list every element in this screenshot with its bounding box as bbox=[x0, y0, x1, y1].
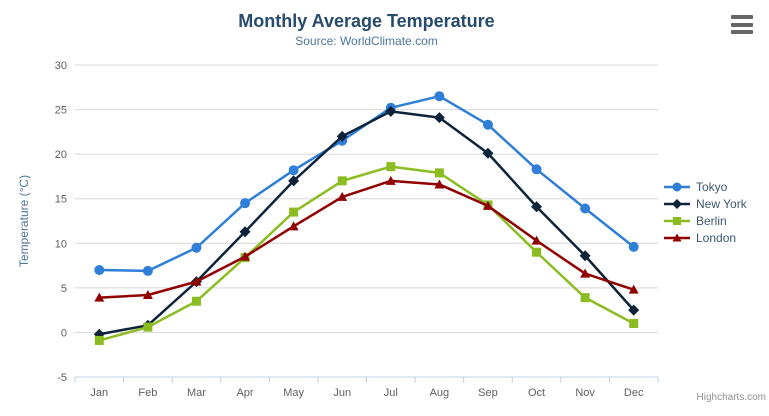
series-line bbox=[98, 94, 635, 273]
x-axis-label: Sep bbox=[478, 387, 498, 399]
series-london[interactable] bbox=[94, 175, 639, 302]
legend-label: London bbox=[696, 230, 737, 245]
data-point-marker-triangle[interactable] bbox=[531, 235, 542, 245]
y-axis-label: -5 bbox=[57, 372, 67, 384]
chart-subtitle: Source: WorldClimate.com bbox=[295, 34, 438, 48]
data-point-marker-triangle[interactable] bbox=[288, 221, 299, 231]
data-point-marker-triangle[interactable] bbox=[672, 233, 682, 241]
data-point-marker-square[interactable] bbox=[289, 207, 299, 217]
data-point-marker-triangle[interactable] bbox=[94, 292, 105, 302]
data-point-marker-square[interactable] bbox=[580, 293, 590, 303]
data-point-marker-square[interactable] bbox=[94, 335, 104, 345]
series-line bbox=[98, 179, 635, 299]
data-point-marker-circle[interactable] bbox=[142, 265, 153, 276]
x-axis-label: May bbox=[283, 387, 304, 399]
diamond-legend-marker-icon bbox=[664, 198, 690, 209]
data-point-marker-triangle[interactable] bbox=[482, 200, 493, 210]
legend: Tokyo New York Berlin London bbox=[663, 178, 747, 246]
data-point-marker-circle[interactable] bbox=[531, 164, 542, 175]
hamburger-bar bbox=[731, 15, 753, 19]
data-point-marker-diamond[interactable] bbox=[628, 304, 640, 316]
data-point-marker-square[interactable] bbox=[143, 322, 153, 332]
data-point-marker-square[interactable] bbox=[191, 296, 201, 306]
data-point-marker-diamond[interactable] bbox=[433, 112, 445, 124]
y-axis-title: Temperature (°C) bbox=[17, 174, 31, 268]
circle-legend-marker-icon bbox=[664, 182, 690, 191]
series-new-york[interactable] bbox=[93, 105, 640, 340]
data-point-marker-triangle[interactable] bbox=[580, 268, 591, 278]
legend-item-new-york[interactable]: New York bbox=[663, 195, 747, 212]
hamburger-menu-icon[interactable] bbox=[731, 15, 753, 34]
data-point-marker-diamond[interactable] bbox=[482, 147, 494, 159]
y-axis-label: 15 bbox=[55, 194, 67, 206]
x-axis-label: Jan bbox=[90, 387, 108, 399]
y-axis-label: 5 bbox=[61, 283, 67, 295]
legend-item-tokyo[interactable]: Tokyo bbox=[663, 178, 747, 195]
legend-label: Tokyo bbox=[696, 179, 728, 194]
data-point-marker-diamond[interactable] bbox=[531, 201, 543, 213]
data-point-marker-square[interactable] bbox=[337, 176, 347, 186]
chart-title: Monthly Average Temperature bbox=[238, 11, 495, 31]
y-axis-label: 10 bbox=[55, 238, 67, 250]
x-axis-label: Aug bbox=[430, 387, 450, 399]
data-point-marker-square[interactable] bbox=[532, 247, 542, 257]
data-point-marker-circle[interactable] bbox=[288, 165, 299, 176]
data-point-marker-circle[interactable] bbox=[240, 198, 251, 209]
x-axis-label: Apr bbox=[236, 387, 253, 399]
data-point-marker-triangle[interactable] bbox=[434, 179, 445, 189]
data-point-marker-diamond[interactable] bbox=[336, 130, 348, 142]
data-point-marker-circle[interactable] bbox=[191, 242, 202, 253]
data-point-marker-square[interactable] bbox=[629, 319, 639, 329]
data-point-marker-triangle[interactable] bbox=[385, 175, 396, 185]
data-point-marker-diamond[interactable] bbox=[672, 198, 682, 209]
x-axis-label: Dec bbox=[624, 387, 644, 399]
y-axis-label: 0 bbox=[61, 327, 67, 339]
data-point-marker-triangle[interactable] bbox=[337, 191, 348, 201]
data-point-marker-circle[interactable] bbox=[628, 241, 639, 252]
y-axis-label: 25 bbox=[55, 105, 67, 117]
data-point-marker-triangle[interactable] bbox=[628, 284, 639, 294]
y-axis-label: 20 bbox=[55, 149, 67, 161]
data-point-marker-diamond[interactable] bbox=[288, 175, 300, 187]
legend-label: New York bbox=[696, 196, 747, 211]
square-legend-marker-icon bbox=[664, 216, 690, 225]
data-point-marker-circle[interactable] bbox=[482, 119, 493, 130]
hamburger-bar bbox=[731, 22, 753, 27]
data-point-marker-diamond[interactable] bbox=[385, 105, 397, 117]
y-axis-label: 30 bbox=[55, 60, 67, 72]
data-point-marker-diamond[interactable] bbox=[239, 226, 251, 238]
credits-link[interactable]: Highcharts.com bbox=[696, 392, 766, 403]
data-point-marker-square[interactable] bbox=[673, 216, 681, 225]
data-point-marker-square[interactable] bbox=[434, 168, 444, 178]
hamburger-bar bbox=[731, 30, 753, 34]
series-tokyo[interactable] bbox=[94, 91, 639, 276]
x-axis-label: Nov bbox=[575, 387, 595, 399]
series-line bbox=[98, 110, 635, 336]
data-point-marker-triangle[interactable] bbox=[240, 251, 251, 261]
data-point-marker-square[interactable] bbox=[386, 162, 396, 172]
data-point-marker-circle[interactable] bbox=[434, 91, 445, 102]
data-point-marker-circle[interactable] bbox=[672, 182, 682, 191]
series-line bbox=[98, 165, 635, 342]
data-point-marker-diamond[interactable] bbox=[579, 250, 591, 262]
legend-item-london[interactable]: London bbox=[663, 229, 747, 246]
x-axis-label: Jun bbox=[333, 387, 351, 399]
x-axis-label: Mar bbox=[187, 387, 206, 399]
data-point-marker-triangle[interactable] bbox=[191, 276, 202, 286]
x-axis-label: Feb bbox=[138, 387, 157, 399]
legend-label: Berlin bbox=[696, 213, 727, 228]
data-point-marker-circle[interactable] bbox=[94, 265, 105, 276]
data-point-marker-circle[interactable] bbox=[580, 203, 591, 214]
x-axis-label: Oct bbox=[528, 387, 545, 399]
triangle-legend-marker-icon bbox=[664, 233, 690, 241]
data-point-marker-triangle[interactable] bbox=[142, 289, 153, 299]
legend-item-berlin[interactable]: Berlin bbox=[663, 212, 747, 229]
x-axis-label: Jul bbox=[384, 387, 398, 399]
